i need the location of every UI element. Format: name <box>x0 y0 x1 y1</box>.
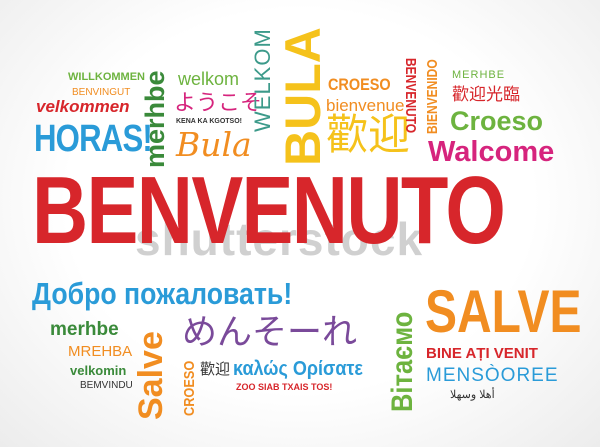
word-merhbe-top: MERHBE <box>452 69 506 81</box>
word-bienvenue: bienvenue <box>326 96 405 115</box>
word-menseore: めんそーれ <box>182 313 358 352</box>
word-arabic: أهلا وسهلا <box>450 389 495 401</box>
word-merhbe-vertical: merhbe <box>140 70 170 168</box>
word-walcome: Walcome <box>428 136 555 168</box>
watermark-text: shutterstock <box>135 213 424 265</box>
word-huanying-big: 歡迎 <box>326 111 411 158</box>
word-salve-big: SALVE <box>425 278 582 345</box>
word-kena: KENA KA KGOTSO! <box>176 118 242 125</box>
word-merhbe-green: merhbe <box>50 319 119 340</box>
word-welkom-small: welkom <box>178 69 240 89</box>
word-horas: HORAS! <box>34 118 153 160</box>
word-bienvenido-vertical: BIENVENIDO <box>424 59 441 134</box>
word-zoo: ZOO SIAB TXAIS TOS! <box>236 382 333 392</box>
word-benvingut: BENVINGUT <box>72 87 131 98</box>
word-mensoore: MENSÒOREE <box>426 365 559 386</box>
word-bula-script: Bula <box>176 125 252 164</box>
word-bemvindu: BEMVINDU <box>80 380 133 391</box>
word-vitasmo-vertical: Вітаємо <box>386 311 419 412</box>
word-croeso-top: CROESO <box>328 75 391 94</box>
word-huanying-guanglin: 歡迎光臨 <box>452 85 520 104</box>
word-velkommen: velkommen <box>36 97 130 116</box>
word-bula-big: BULA <box>275 27 331 166</box>
word-welkom-vertical: WELKOM <box>250 28 275 132</box>
word-salve-vertical: Salve <box>132 331 170 420</box>
word-croeso-green: Croeso <box>450 106 544 136</box>
word-mrehba: MREHBA <box>68 343 133 360</box>
word-willkommen: WILLKOMMEN <box>68 71 145 83</box>
word-benvenuto-main: BENVENUTO <box>32 157 506 264</box>
word-dobro: Добро пожаловать! <box>32 276 293 311</box>
word-kalos: καλώς Ορίσατε <box>233 358 363 380</box>
word-velkomin: velkomin <box>70 363 127 378</box>
word-huanying-small: 歡迎 <box>200 361 231 378</box>
word-croeso-vertical: CROESO <box>181 360 198 416</box>
word-youkoso: ようこそ <box>174 90 263 115</box>
word-bine: BINE AȚI VENIT <box>426 345 538 362</box>
word-benvenuto-vertical: BENVENUTO <box>402 58 419 134</box>
